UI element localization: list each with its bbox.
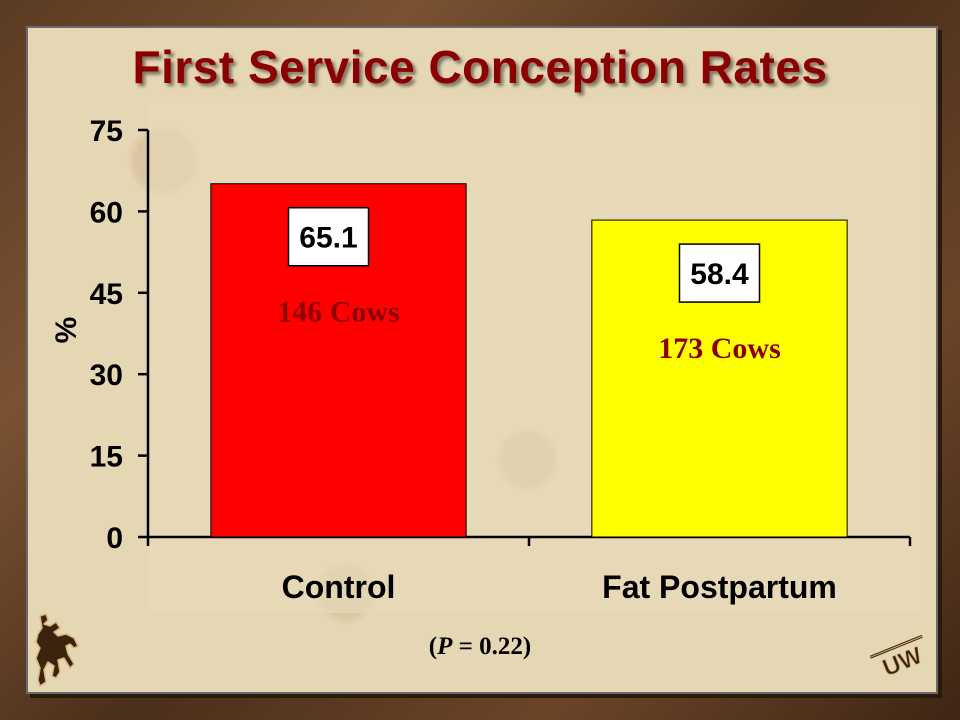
value-label-box [287, 206, 370, 267]
uw-logo: UW [869, 634, 927, 682]
count-label: 146 Cows [277, 296, 400, 329]
x-category-label: Control [282, 569, 396, 605]
value-label: 65.1 [299, 222, 357, 255]
y-tick-label: 0 [106, 522, 123, 555]
x-ticks [146, 537, 912, 546]
bars [210, 183, 848, 538]
x-category-label: Fat Postpartum [602, 569, 837, 605]
y-tick-label: 30 [90, 359, 123, 392]
value-label-box [678, 243, 761, 303]
p-value-annotation: (P = 0.22) [0, 633, 960, 661]
y-tick-label: 75 [90, 115, 123, 148]
p-value-text: = 0.22) [452, 633, 532, 660]
y-tick-label: 15 [90, 441, 123, 474]
y-tick-label: 60 [90, 196, 123, 229]
value-label: 58.4 [690, 258, 749, 291]
y-tick-label: 45 [90, 278, 123, 311]
p-value-symbol: P [437, 633, 453, 660]
y-ticks: 0 15 30 45 60 75 [90, 115, 148, 555]
bar-labels: Control 65.1 146 Cows Fat Postpartum 58.4 173… [277, 206, 837, 605]
count-label: 173 Cows [658, 332, 781, 365]
bucking-horse-icon [35, 613, 79, 687]
uw-logo-text: UW [879, 642, 927, 682]
chart-title: First Service Conception Rates [132, 41, 828, 93]
y-axis-label: % [50, 317, 83, 344]
p-value-open: ( [428, 633, 438, 660]
